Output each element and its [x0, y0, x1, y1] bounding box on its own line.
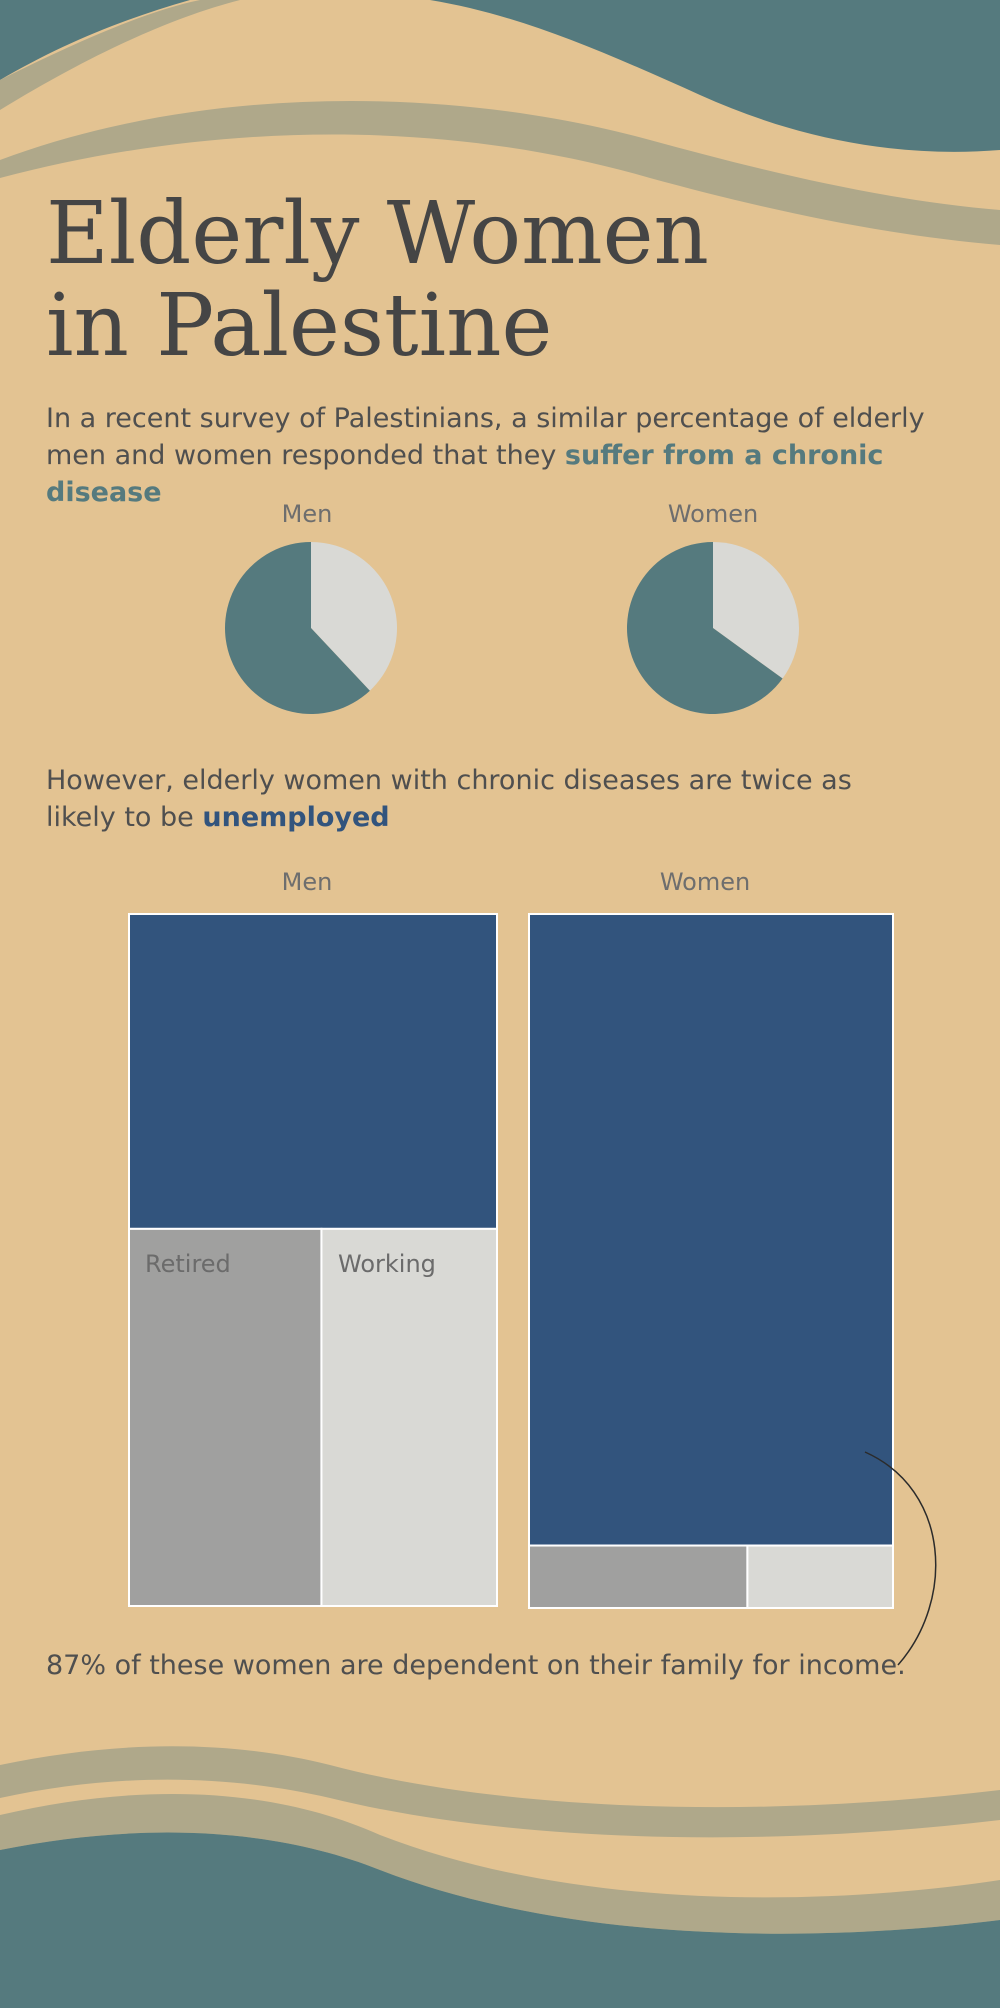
bottom-wave-band-2: [0, 1793, 1000, 1934]
treemap-men-label: Men: [281, 868, 333, 896]
top-wave-teal: [0, 0, 1000, 152]
treemap-men-retired-label: Retired: [145, 1250, 231, 1278]
pie-chart-women: [627, 542, 799, 714]
top-wave-decoration: [0, 0, 1000, 245]
bottom-wave-teal: [0, 1832, 1000, 2008]
chronic-disease-highlight: suffer from a chronic disease: [46, 440, 884, 508]
unemployed-highlight: unemployed: [202, 802, 390, 833]
pie-men-slice-other: [311, 542, 397, 691]
top-wave-teal-corner: [0, 0, 190, 80]
treemap-women-retired: [528, 1544, 749, 1610]
treemap-men-retired: [128, 1227, 323, 1607]
pie-women-label: Women: [667, 500, 759, 528]
bottom-wave-band-1: [0, 1746, 1000, 1838]
pie-women-slice-other: [713, 542, 799, 679]
bottom-wave-decoration: [0, 1746, 1000, 2008]
treemap-men-working: [320, 1227, 498, 1607]
pie-men-slice-chronic: [224, 542, 370, 714]
connector-curve: [864, 1451, 937, 1666]
title-line-1: Elderly Women: [46, 184, 709, 284]
treemap-women-working: [746, 1544, 895, 1610]
treemap-women-unemployed: [528, 913, 894, 1547]
page-title: Elderly Women in Palestine: [46, 188, 709, 372]
pie-men-label: Men: [281, 500, 333, 528]
title-line-2: in Palestine: [46, 276, 553, 376]
unemployment-intro: However, elderly women with chronic dise…: [46, 762, 926, 836]
unemployment-intro-text: However, elderly women with chronic dise…: [46, 765, 852, 833]
pie-women-slice-chronic: [627, 542, 783, 714]
chronic-disease-intro-text: In a recent survey of Palestinians, a si…: [46, 403, 925, 471]
pie-chart-men: [224, 542, 397, 714]
chronic-disease-intro: In a recent survey of Palestinians, a si…: [46, 400, 976, 511]
treemap-women-label: Women: [659, 868, 751, 896]
treemap-men-unemployed: [128, 913, 498, 1230]
dependency-footnote: 87% of these women are dependent on thei…: [46, 1650, 906, 1681]
top-wave-band-2: [0, 100, 1000, 245]
treemap-men-working-label: Working: [338, 1250, 436, 1278]
